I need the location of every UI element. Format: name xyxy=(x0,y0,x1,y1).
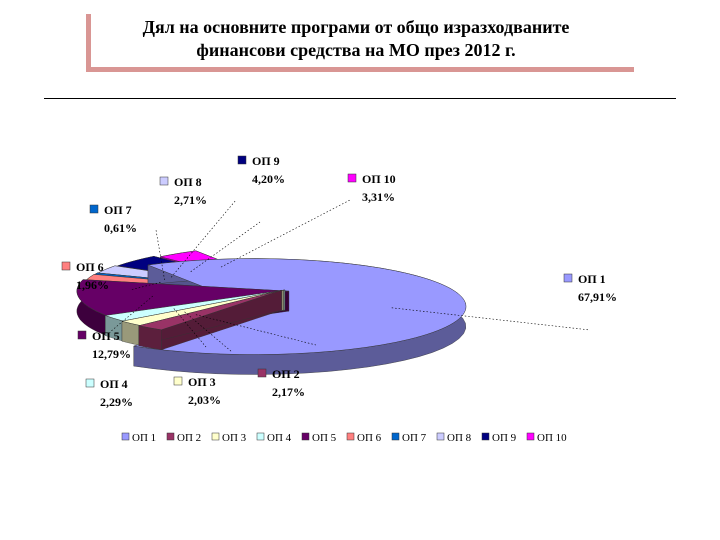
title-line-1: Дял на основните програми от общо изразх… xyxy=(142,17,570,37)
leader-line-7 xyxy=(155,229,165,281)
legend-label-10: ОП 10 xyxy=(537,432,567,444)
label-name-1: ОП 1 xyxy=(578,272,606,286)
label-key-1 xyxy=(563,273,573,283)
data-label-10: ОП 10 3,31% xyxy=(220,172,396,268)
data-label-2: ОП 2 2,17% xyxy=(195,314,317,399)
label-name-6: ОП 6 xyxy=(76,260,104,274)
label-key-9 xyxy=(237,155,247,165)
label-name-7: ОП 7 xyxy=(104,203,132,217)
legend-swatch-3 xyxy=(211,432,220,441)
label-value-4: 2,29% xyxy=(100,395,133,409)
label-name-5: ОП 5 xyxy=(92,329,120,343)
slide-title: Дял на основните програми от общо изразх… xyxy=(96,16,616,62)
label-value-3: 2,03% xyxy=(188,393,221,407)
legend-label-6: ОП 6 xyxy=(357,432,382,444)
title-frame xyxy=(86,14,634,72)
label-key-6 xyxy=(61,261,71,271)
label-key-5 xyxy=(77,330,87,340)
leader-line-5 xyxy=(109,295,153,333)
legend-swatch-2 xyxy=(166,432,175,441)
legend-label-9: ОП 9 xyxy=(492,432,517,444)
legend-swatch-7 xyxy=(391,432,400,441)
label-name-3: ОП 3 xyxy=(188,375,216,389)
data-label-1: ОП 1 67,91% xyxy=(391,272,617,331)
label-value-2: 2,17% xyxy=(272,385,305,399)
label-name-4: ОП 4 xyxy=(100,377,128,391)
data-label-4: ОП 4 2,29% xyxy=(85,308,207,409)
data-label-3: ОП 3 2,03% xyxy=(173,311,233,407)
label-key-10 xyxy=(347,173,357,183)
legend: ОП 1 ОП 2 ОП 3 ОП 4 ОП 5 ОП 6 ОП 7 ОП 8 ОП 9 ОП 1… xyxy=(121,432,567,444)
legend-swatch-10 xyxy=(526,432,535,441)
slice-2-top xyxy=(138,289,282,331)
label-key-2 xyxy=(257,368,267,378)
data-label-6: ОП 6 1,96% xyxy=(61,260,161,292)
legend-swatch-1 xyxy=(121,432,130,441)
title-line-2: финансови средства на МО през 2012 г. xyxy=(196,40,516,60)
label-value-8: 2,71% xyxy=(174,193,207,207)
label-key-4 xyxy=(85,378,95,388)
horizontal-rule xyxy=(44,98,676,99)
label-name-9: ОП 9 xyxy=(252,154,280,168)
data-label-8: ОП 8 2,71% xyxy=(159,175,237,278)
legend-swatch-4 xyxy=(256,432,265,441)
label-name-8: ОП 8 xyxy=(174,175,202,189)
leader-line-8 xyxy=(170,199,237,278)
label-value-10: 3,31% xyxy=(362,190,395,204)
legend-label-1: ОП 1 xyxy=(132,432,156,444)
legend-swatch-9 xyxy=(481,432,490,441)
legend-label-7: ОП 7 xyxy=(402,432,427,444)
label-value-9: 4,20% xyxy=(252,172,285,186)
label-value-6: 1,96% xyxy=(76,278,109,292)
data-label-7: ОП 7 0,61% xyxy=(89,203,165,281)
slice-2 xyxy=(138,289,282,351)
legend-label-2: ОП 2 xyxy=(177,432,201,444)
label-value-5: 12,79% xyxy=(92,347,131,361)
data-label-5: ОП 5 12,79% xyxy=(77,295,153,361)
legend-swatch-6 xyxy=(346,432,355,441)
legend-label-5: ОП 5 xyxy=(312,432,337,444)
leader-line-4 xyxy=(173,308,207,348)
label-key-3 xyxy=(173,376,183,386)
slice-5-top xyxy=(76,279,289,317)
label-name-10: ОП 10 xyxy=(362,172,396,186)
leader-line-9 xyxy=(190,221,261,272)
label-key-8 xyxy=(159,176,169,186)
legend-label-4: ОП 4 xyxy=(267,432,292,444)
leader-line-10 xyxy=(220,199,351,268)
label-value-1: 67,91% xyxy=(578,290,617,304)
legend-label-3: ОП 3 xyxy=(222,432,247,444)
label-value-7: 0,61% xyxy=(104,221,137,235)
label-name-2: ОП 2 xyxy=(272,367,300,381)
legend-swatch-8 xyxy=(436,432,445,441)
legend-label-8: ОП 8 xyxy=(447,432,472,444)
legend-swatch-5 xyxy=(301,432,310,441)
data-label-9: ОП 9 4,20% xyxy=(190,154,285,272)
label-key-7 xyxy=(89,204,99,214)
